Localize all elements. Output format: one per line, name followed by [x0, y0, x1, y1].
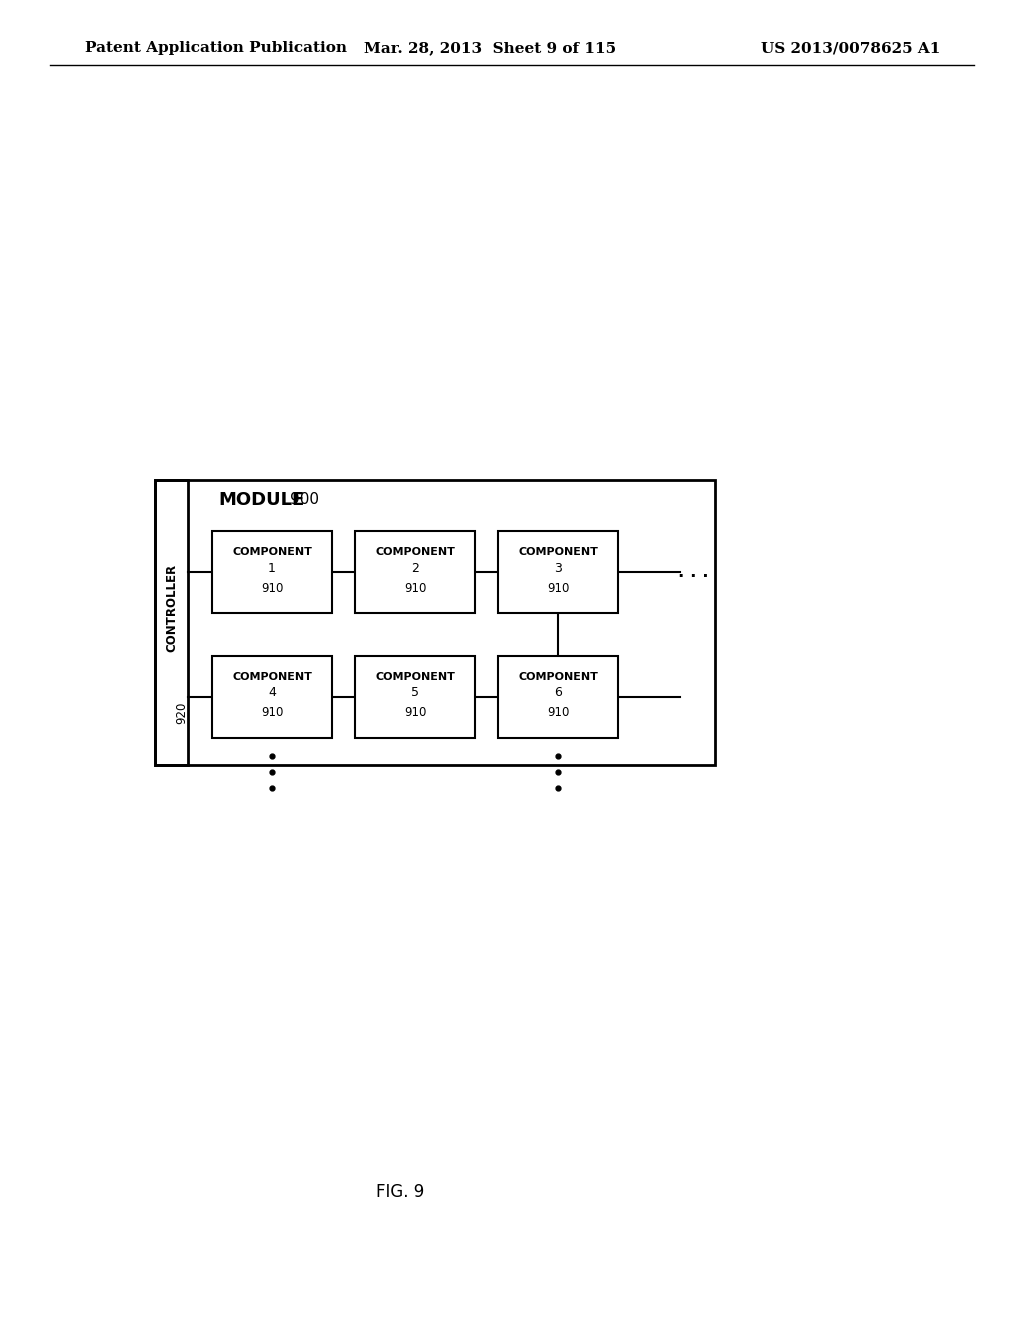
Text: COMPONENT: COMPONENT: [232, 672, 312, 682]
Text: 910: 910: [403, 582, 426, 594]
Text: MODULE: MODULE: [218, 491, 304, 510]
Text: COMPONENT: COMPONENT: [375, 672, 455, 682]
Bar: [355, 656, 475, 738]
Text: COMPONENT: COMPONENT: [375, 546, 455, 557]
Bar: [355, 531, 475, 612]
Bar: [212, 656, 332, 738]
Text: 4: 4: [268, 686, 275, 700]
Text: 3: 3: [554, 561, 562, 574]
Text: US 2013/0078625 A1: US 2013/0078625 A1: [761, 41, 940, 55]
Text: 6: 6: [554, 686, 562, 700]
Text: 900: 900: [290, 492, 319, 507]
Bar: [155, 480, 188, 766]
Text: 2: 2: [411, 561, 419, 574]
Text: Patent Application Publication: Patent Application Publication: [85, 41, 347, 55]
Text: 910: 910: [547, 706, 569, 719]
Text: . . .: . . .: [678, 564, 709, 581]
Text: 910: 910: [261, 582, 284, 594]
Text: COMPONENT: COMPONENT: [518, 672, 598, 682]
Bar: [212, 531, 332, 612]
Text: COMPONENT: COMPONENT: [518, 546, 598, 557]
Text: 920: 920: [175, 701, 188, 723]
Text: COMPONENT: COMPONENT: [232, 546, 312, 557]
Text: 910: 910: [261, 706, 284, 719]
Text: FIG. 9: FIG. 9: [376, 1183, 424, 1201]
Text: CONTROLLER: CONTROLLER: [165, 564, 178, 652]
Text: Mar. 28, 2013  Sheet 9 of 115: Mar. 28, 2013 Sheet 9 of 115: [364, 41, 616, 55]
Text: 910: 910: [547, 582, 569, 594]
Bar: [155, 480, 715, 766]
Text: 5: 5: [411, 686, 419, 700]
Bar: [498, 656, 618, 738]
Text: 910: 910: [403, 706, 426, 719]
Text: 1: 1: [268, 561, 275, 574]
Bar: [498, 531, 618, 612]
